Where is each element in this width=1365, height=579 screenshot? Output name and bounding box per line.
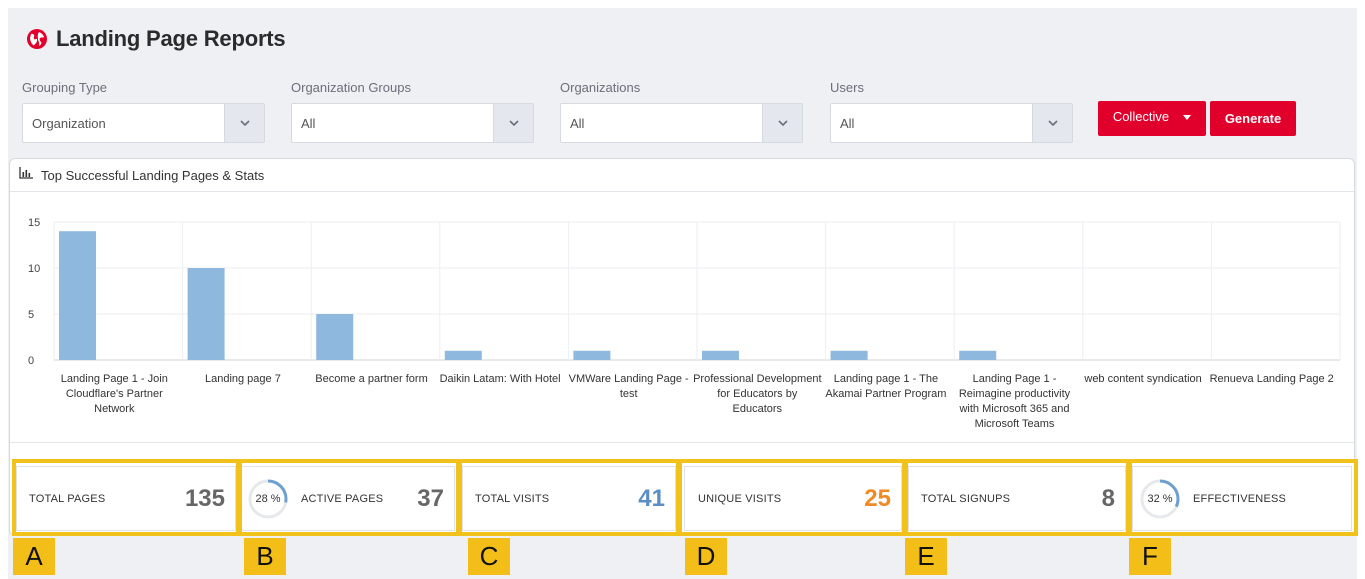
effectiveness-card: 32 % EFFECTIVENESS xyxy=(1132,466,1352,531)
chevron-down-icon[interactable] xyxy=(762,104,802,142)
chart-divider xyxy=(10,442,1354,443)
x-category-label: Landing Page 1 - Join Cloudflare's Partne… xyxy=(61,373,168,415)
effectiveness-gauge-arc xyxy=(1140,479,1180,518)
caret-down-icon xyxy=(1183,115,1192,120)
organization-groups-value: All xyxy=(301,115,316,131)
active-pages-value: 37 xyxy=(417,484,444,512)
chevron-down-icon[interactable] xyxy=(493,104,533,142)
globe-icon xyxy=(26,28,48,50)
unique-visits-card: UNIQUE VISITS 25 xyxy=(684,466,902,531)
chart-bar[interactable] xyxy=(959,350,997,360)
tag-c: C xyxy=(468,538,510,575)
organization-groups-label: Organization Groups xyxy=(291,80,411,95)
grouping-type-filter: Grouping Type Organization xyxy=(22,80,265,143)
chart-bar[interactable] xyxy=(573,350,611,360)
chevron-down-icon[interactable] xyxy=(224,104,264,142)
highlight-box-c xyxy=(458,459,680,536)
active-pages-gauge: 28 % xyxy=(247,478,289,520)
users-label: Users xyxy=(830,80,864,95)
highlight-box-e xyxy=(904,459,1130,536)
x-category-label: Renueva Landing Page 2 xyxy=(1210,373,1334,385)
organizations-value: All xyxy=(570,115,585,131)
bar-chart-icon xyxy=(19,166,33,184)
highlight-box-d xyxy=(678,459,906,536)
users-select[interactable]: All xyxy=(830,103,1073,143)
effectiveness-label: EFFECTIVENESS xyxy=(1193,492,1287,505)
unique-visits-label: UNIQUE VISITS xyxy=(698,492,782,505)
chart-bar[interactable] xyxy=(187,268,225,360)
organization-groups-filter: Organization Groups All xyxy=(291,80,534,143)
highlight-box-a xyxy=(12,459,240,536)
collective-dropdown-button[interactable]: Collective xyxy=(1098,101,1206,136)
x-category-label: Landing page 1 - The Akamai Partner Progr… xyxy=(825,373,946,400)
tag-a: A xyxy=(13,538,55,575)
organizations-label: Organizations xyxy=(560,80,641,95)
collective-label: Collective xyxy=(1112,109,1170,124)
active-pages-gauge-arc xyxy=(248,479,288,518)
total-signups-card: TOTAL SIGNUPS 8 xyxy=(908,466,1126,531)
chart-bar[interactable] xyxy=(316,314,354,360)
tag-d: D xyxy=(685,538,727,575)
chart-bar[interactable] xyxy=(830,350,868,360)
users-value: All xyxy=(840,115,855,131)
highlight-box-f xyxy=(1128,459,1358,536)
organization-groups-select[interactable]: All xyxy=(291,103,534,143)
chart-bar[interactable] xyxy=(59,231,96,360)
effectiveness-gauge: 32 % xyxy=(1139,478,1181,520)
active-pages-label: ACTIVE PAGES xyxy=(301,492,384,505)
total-pages-card: TOTAL PAGES 135 xyxy=(16,466,236,531)
total-signups-value: 8 xyxy=(1101,484,1115,512)
x-category-label: Landing Page 1 -Reimagine productivity wi… xyxy=(958,373,1070,430)
generate-button[interactable]: Generate xyxy=(1210,101,1296,136)
chevron-down-icon[interactable] xyxy=(1032,104,1072,142)
x-category-label: Professional Development for Educators by… xyxy=(693,373,821,415)
panel-title: Top Successful Landing Pages & Stats xyxy=(41,167,265,183)
tag-f: F xyxy=(1129,538,1171,575)
y-tick-label: 15 xyxy=(28,217,40,229)
unique-visits-value: 25 xyxy=(864,484,891,512)
y-tick-label: 10 xyxy=(28,263,40,275)
total-visits-label: TOTAL VISITS xyxy=(475,492,550,505)
users-filter: Users All xyxy=(830,80,1073,143)
grouping-type-select[interactable]: Organization xyxy=(22,103,265,143)
landing-pages-bar-chart: 15 10 5 0 Landing Page 1 - Join Cloudflare's … xyxy=(28,217,1341,430)
total-pages-label: TOTAL PAGES xyxy=(29,492,106,505)
x-category-label: web content syndication xyxy=(1083,373,1201,385)
y-tick-label: 5 xyxy=(28,309,34,321)
highlight-box-b xyxy=(238,459,460,536)
total-signups-label: TOTAL SIGNUPS xyxy=(921,492,1011,505)
grouping-type-value: Organization xyxy=(32,115,106,131)
y-tick-label: 0 xyxy=(28,355,34,367)
organizations-select[interactable]: All xyxy=(560,103,803,143)
chart-bar[interactable] xyxy=(444,350,482,360)
total-visits-card: TOTAL VISITS 41 xyxy=(462,466,676,531)
panel-header: Top Successful Landing Pages & Stats xyxy=(10,159,1354,192)
active-pages-card: 28 % ACTIVE PAGES 37 xyxy=(240,466,455,531)
active-pages-percent: 28 % xyxy=(255,492,281,505)
chart-bar[interactable] xyxy=(702,350,739,360)
x-category-label: VMWare Landing Page -test xyxy=(569,373,689,400)
effectiveness-percent: 32 % xyxy=(1147,492,1173,505)
page-header: Landing Page Reports xyxy=(26,26,286,52)
x-category-label: Daikin Latam: With Hotel xyxy=(440,373,561,385)
x-category-label: Become a partner form xyxy=(315,373,428,385)
total-pages-value: 135 xyxy=(184,484,225,512)
organizations-filter: Organizations All xyxy=(560,80,803,143)
total-visits-value: 41 xyxy=(638,484,665,512)
tag-e: E xyxy=(905,538,947,575)
x-category-label: Landing page 7 xyxy=(205,373,281,385)
grouping-type-label: Grouping Type xyxy=(22,80,108,95)
page-title: Landing Page Reports xyxy=(56,26,286,51)
tag-b: B xyxy=(244,538,286,575)
